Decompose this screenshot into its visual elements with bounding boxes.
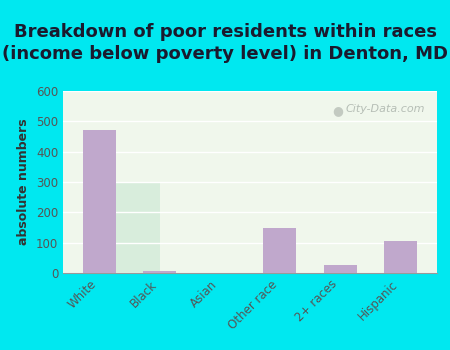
Text: Breakdown of poor residents within races
(income below poverty level) in Denton,: Breakdown of poor residents within races…: [2, 23, 448, 63]
Text: ●: ●: [332, 104, 343, 117]
Y-axis label: absolute numbers: absolute numbers: [18, 119, 30, 245]
Bar: [143, 271, 176, 273]
Bar: [324, 265, 357, 273]
Bar: [83, 131, 116, 273]
Bar: [384, 241, 417, 273]
Text: City-Data.com: City-Data.com: [346, 104, 425, 114]
Bar: [263, 228, 297, 273]
